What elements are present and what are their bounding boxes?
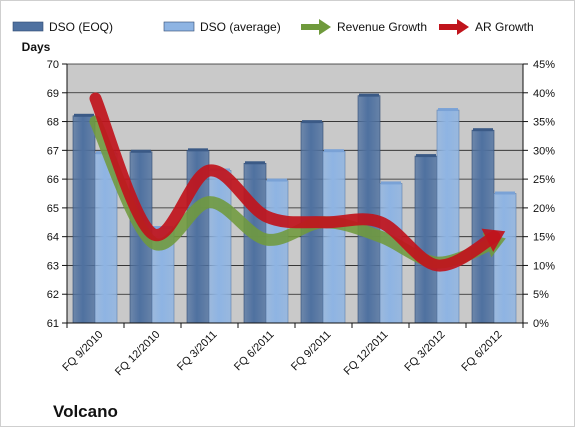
y2-tick-label: 25% (533, 174, 555, 186)
y-tick-label: 66 (47, 174, 59, 186)
y2-tick-label: 20% (533, 203, 555, 215)
y2-tick-label: 10% (533, 260, 555, 272)
y2-tick-label: 40% (533, 88, 555, 100)
y-tick-label: 62 (47, 289, 59, 301)
ar-growth-arrowhead (481, 228, 506, 252)
bar-dso-eoq-top (473, 128, 493, 132)
y-tick-label: 61 (47, 318, 59, 330)
y2-tick-label: 15% (533, 232, 555, 244)
legend-label: Revenue Growth (337, 20, 427, 34)
y-axis-label: Days (22, 40, 51, 54)
x-tick-label: FQ 3/2012 (402, 329, 447, 374)
x-tick-label: FQ 12/2011 (342, 329, 391, 378)
bar-dso-eoq-top (131, 149, 151, 153)
bar-dso-average-top (381, 181, 401, 185)
y-tick-label: 68 (47, 117, 59, 129)
legend-swatch (12, 21, 44, 32)
bar-dso-eoq-top (359, 93, 379, 97)
y-tick-label: 70 (47, 59, 59, 71)
y-tick-label: 67 (47, 145, 59, 157)
bar-dso-average (208, 170, 232, 324)
legend: DSO (EOQ) DSO (average) Revenue Growth AR G… (12, 19, 534, 35)
bar-dso-average-top (438, 108, 458, 112)
bar-dso-average (265, 180, 289, 324)
x-tick-label: FQ 9/2010 (60, 329, 105, 374)
bar-dso-average-top (267, 178, 287, 182)
y2-tick-label: 30% (533, 145, 555, 157)
bar-dso-average (322, 150, 346, 324)
bar-dso-eoq-top (302, 120, 322, 124)
bar-dso-eoq (357, 95, 381, 324)
bar-dso-eoq (72, 115, 96, 324)
legend-label: DSO (EOQ) (49, 20, 113, 34)
y2-tick-labels: 0% 5% 10% 15% 20% 25% 30% 35% 40% 45% (533, 59, 555, 330)
bar-dso-eoq-top (74, 113, 94, 117)
x-tick-label: FQ 6/2012 (459, 329, 504, 374)
x-tick-label: FQ 9/2011 (289, 329, 334, 374)
bar-dso-average-top (324, 149, 344, 153)
y-tick-labels: 61 62 63 64 65 66 67 68 69 70 (47, 59, 59, 330)
bar-dso-average (436, 109, 460, 324)
y-tick-label: 69 (47, 88, 59, 100)
legend-swatch-arrow (319, 19, 331, 35)
y2-tick-label: 45% (533, 59, 555, 71)
y2-tick-label: 0% (533, 318, 549, 330)
y2-tick-label: 35% (533, 117, 555, 129)
bar-dso-average-top (495, 191, 515, 195)
x-tick-label: FQ 3/2011 (175, 329, 220, 374)
ar-growth-line (89, 92, 501, 272)
x-tick-labels: FQ 9/2010 FQ 12/2010 FQ 3/2011 FQ 6/2011 FQ … (60, 329, 504, 379)
y2-tick-label: 5% (533, 289, 549, 301)
axes (62, 63, 528, 328)
y-tick-label: 65 (47, 203, 59, 215)
bar-dso-average (379, 183, 403, 324)
chart-title: Volcano (53, 402, 118, 421)
bar-dso-eoq-top (245, 161, 265, 165)
legend-swatch (163, 21, 195, 32)
y-tick-label: 63 (47, 260, 59, 272)
x-tick-label: FQ 12/2010 (113, 329, 163, 379)
bar-dso-eoq-top (416, 154, 436, 158)
growth-lines (89, 92, 506, 272)
legend-label: DSO (average) (200, 20, 281, 34)
y-tick-label: 64 (47, 232, 59, 244)
bar-dso-eoq (414, 155, 438, 324)
bar-dso-eoq (471, 129, 495, 324)
legend-swatch-arrow (457, 19, 469, 35)
bar-dso-average (493, 193, 517, 324)
x-tick-label: FQ 6/2011 (232, 329, 277, 374)
bar-dso-eoq-top (188, 148, 208, 152)
legend-label: AR Growth (475, 20, 534, 34)
